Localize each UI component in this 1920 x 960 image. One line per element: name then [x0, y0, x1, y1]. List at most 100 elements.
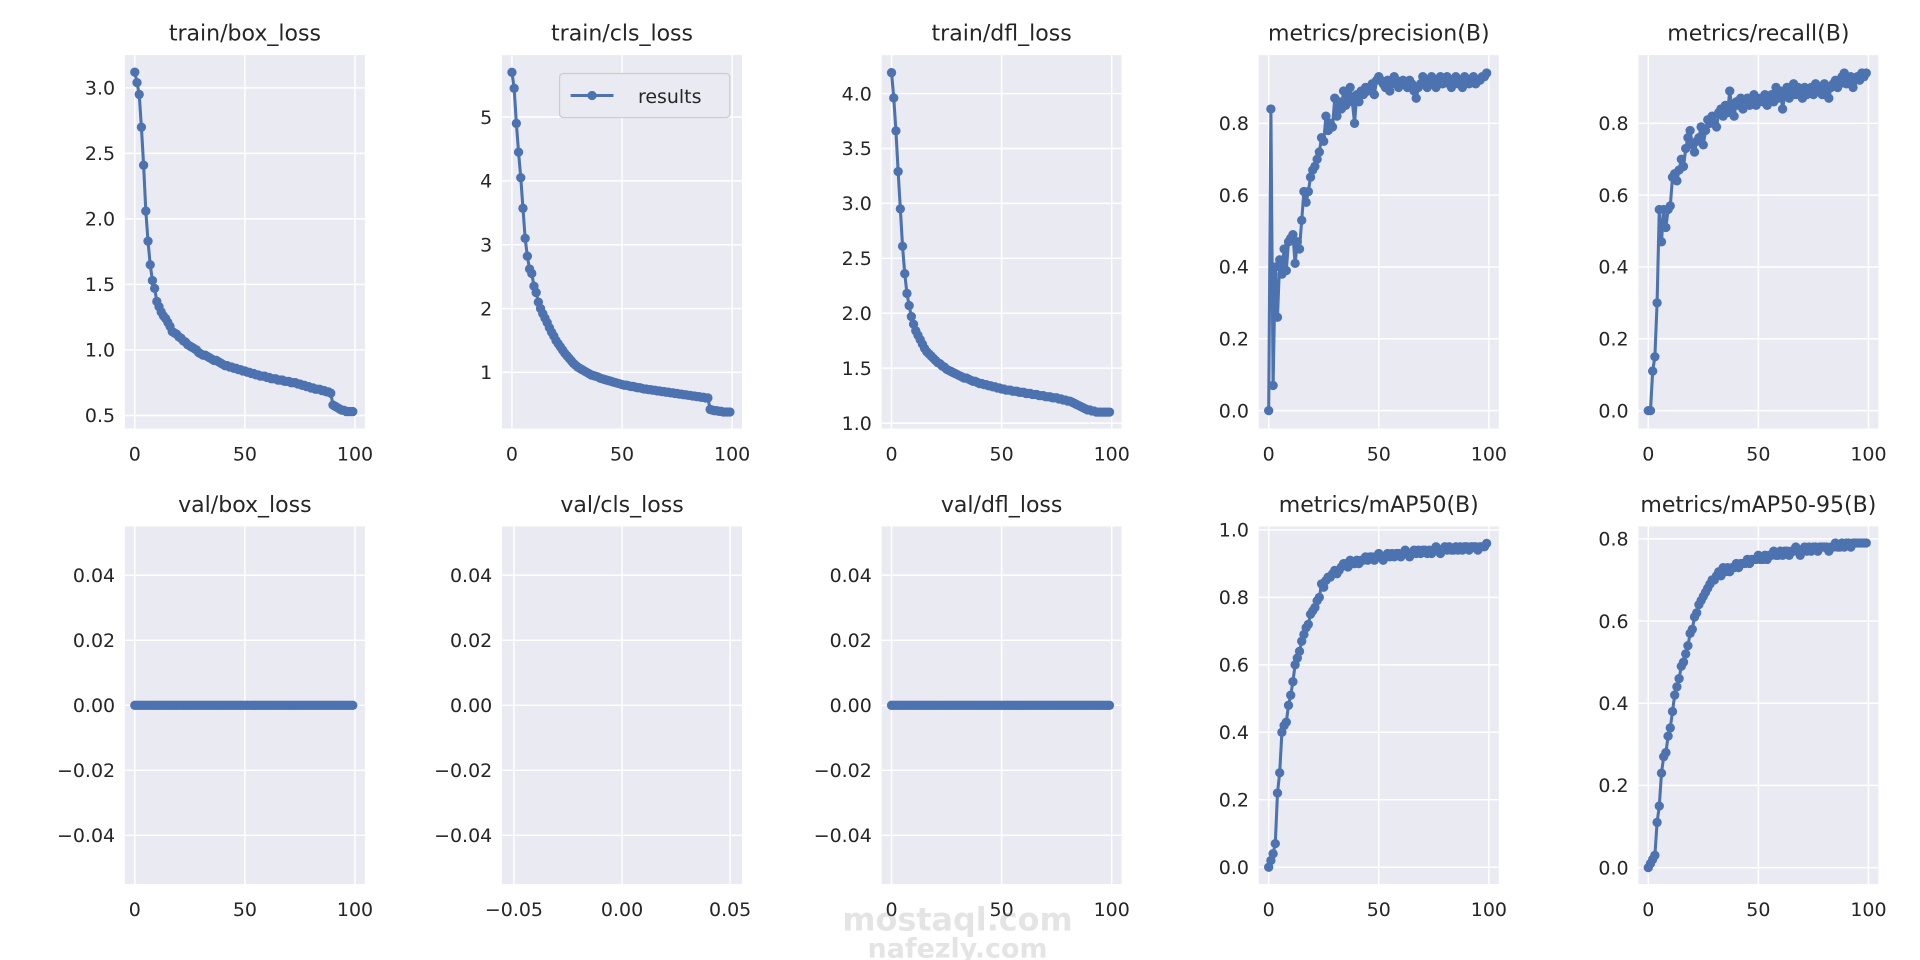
y-tick-label: 0.00 — [450, 695, 492, 717]
data-point — [1345, 82, 1355, 93]
watermark: mostaql.com nafezly.com — [842, 901, 1072, 960]
data-point — [1661, 747, 1671, 758]
data-point — [141, 206, 151, 216]
chart-title: train/cls_loss — [551, 21, 693, 46]
data-point — [1661, 222, 1671, 233]
y-tick-label: 0.8 — [1598, 113, 1628, 135]
x-tick-label: 50 — [990, 443, 1014, 465]
x-tick-label: 50 — [1746, 443, 1770, 465]
data-point — [1685, 125, 1695, 136]
y-tick-label: 3.0 — [85, 78, 115, 100]
y-tick-label: 5 — [480, 107, 492, 129]
data-point — [1312, 154, 1322, 164]
data-point — [1303, 186, 1313, 197]
data-point — [1482, 68, 1492, 78]
data-point — [1292, 237, 1302, 247]
x-tick-label: −0.05 — [485, 899, 543, 921]
data-point — [1385, 86, 1395, 96]
data-point — [1700, 125, 1711, 136]
y-tick-label: 4.0 — [842, 83, 872, 105]
y-tick-label: 0.0 — [1219, 400, 1249, 422]
y-tick-label: 4 — [480, 171, 492, 193]
y-tick-label: 0.02 — [830, 630, 872, 652]
chart-title: val/cls_loss — [560, 493, 683, 518]
chart-title: metrics/mAP50-95(B) — [1640, 493, 1876, 518]
x-tick-label: 50 — [990, 899, 1014, 921]
y-tick-label: 0.5 — [85, 405, 115, 427]
y-tick-label: −0.02 — [814, 760, 872, 782]
chart-panel: metrics/mAP50(B) 0 50 100 0.0 0.2 0.4 0.6 0.8 1.0 — [1219, 493, 1507, 921]
x-tick-label: 0 — [129, 443, 141, 465]
data-point — [897, 241, 908, 251]
x-tick-label: 0 — [886, 443, 898, 465]
data-point — [902, 288, 912, 299]
chart-panel: train/box_loss 0 50 100 0.5 1.0 1.5 2.0 2.5 3.0 — [85, 21, 373, 465]
y-tick-label: −0.04 — [434, 825, 492, 847]
data-point — [1676, 154, 1686, 164]
data-point — [1656, 237, 1667, 247]
data-point — [1264, 405, 1274, 416]
data-point — [1286, 690, 1296, 700]
y-tick-label: 2 — [480, 298, 492, 320]
data-point — [1275, 768, 1285, 778]
y-tick-label: 0.6 — [1219, 185, 1249, 207]
y-tick-label: 1.5 — [842, 358, 872, 380]
y-tick-label: 1.5 — [85, 274, 115, 296]
data-point — [1663, 731, 1673, 741]
data-point — [516, 173, 526, 183]
watermark-line-1: mostaql.com — [842, 901, 1072, 939]
data-point — [1848, 82, 1858, 93]
data-point — [348, 406, 358, 417]
y-tick-label: 3.5 — [842, 138, 872, 160]
data-point — [1301, 197, 1311, 207]
data-point — [1297, 215, 1307, 225]
data-point — [1861, 68, 1871, 78]
chart-panel: metrics/precision(B) 0 50 100 0.0 0.2 0.4 0.6 0.… — [1219, 21, 1507, 465]
data-point — [1332, 111, 1342, 121]
data-point — [1648, 366, 1658, 376]
data-point — [1687, 624, 1697, 634]
data-point — [1835, 79, 1845, 89]
y-tick-label: 0.8 — [1598, 529, 1628, 551]
y-tick-label: 0.4 — [1219, 257, 1249, 279]
y-tick-label: 0.4 — [1598, 257, 1628, 279]
y-tick-label: −0.04 — [814, 825, 872, 847]
y-tick-label: 0.2 — [1219, 329, 1249, 351]
chart-panel: metrics/mAP50-95(B) 0 50 100 0.0 0.2 0.4 0.6 0.8 — [1598, 493, 1886, 921]
data-point — [1347, 97, 1358, 107]
data-point — [1861, 538, 1871, 548]
data-point — [1777, 104, 1788, 114]
x-tick-label: 100 — [337, 443, 373, 465]
data-point — [1411, 93, 1421, 103]
data-point — [1689, 147, 1700, 157]
x-tick-label: 50 — [1746, 899, 1770, 921]
y-tick-label: 0.6 — [1598, 611, 1628, 633]
x-tick-label: 0 — [129, 899, 141, 921]
y-tick-label: 0.04 — [830, 565, 872, 587]
x-tick-label: 50 — [610, 443, 634, 465]
x-tick-label: 0 — [506, 443, 518, 465]
x-tick-label: 50 — [233, 443, 257, 465]
data-point — [1369, 89, 1380, 100]
data-point — [134, 89, 144, 100]
x-tick-label: 100 — [1094, 899, 1130, 921]
y-tick-label: 0.8 — [1219, 587, 1249, 609]
watermark-line-2: nafezly.com — [868, 934, 1048, 960]
data-point — [1281, 265, 1291, 276]
data-point — [1665, 723, 1675, 733]
x-tick-label: 0.05 — [709, 899, 751, 921]
x-tick-label: 100 — [337, 899, 373, 921]
chart-panel: metrics/recall(B) 0 50 100 0.0 0.2 0.4 0.6 0.8 — [1598, 21, 1886, 465]
y-tick-label: 0.02 — [450, 630, 492, 652]
data-point — [1678, 161, 1689, 172]
data-point — [507, 67, 517, 77]
x-tick-label: 0 — [886, 899, 898, 921]
data-point — [1678, 657, 1689, 667]
y-tick-label: 3 — [480, 234, 492, 256]
data-point — [138, 160, 149, 170]
x-tick-label: 100 — [1850, 443, 1886, 465]
data-point — [893, 166, 903, 177]
data-point — [1268, 849, 1278, 859]
x-tick-label: 0.00 — [601, 899, 643, 921]
legend: results — [558, 72, 731, 119]
